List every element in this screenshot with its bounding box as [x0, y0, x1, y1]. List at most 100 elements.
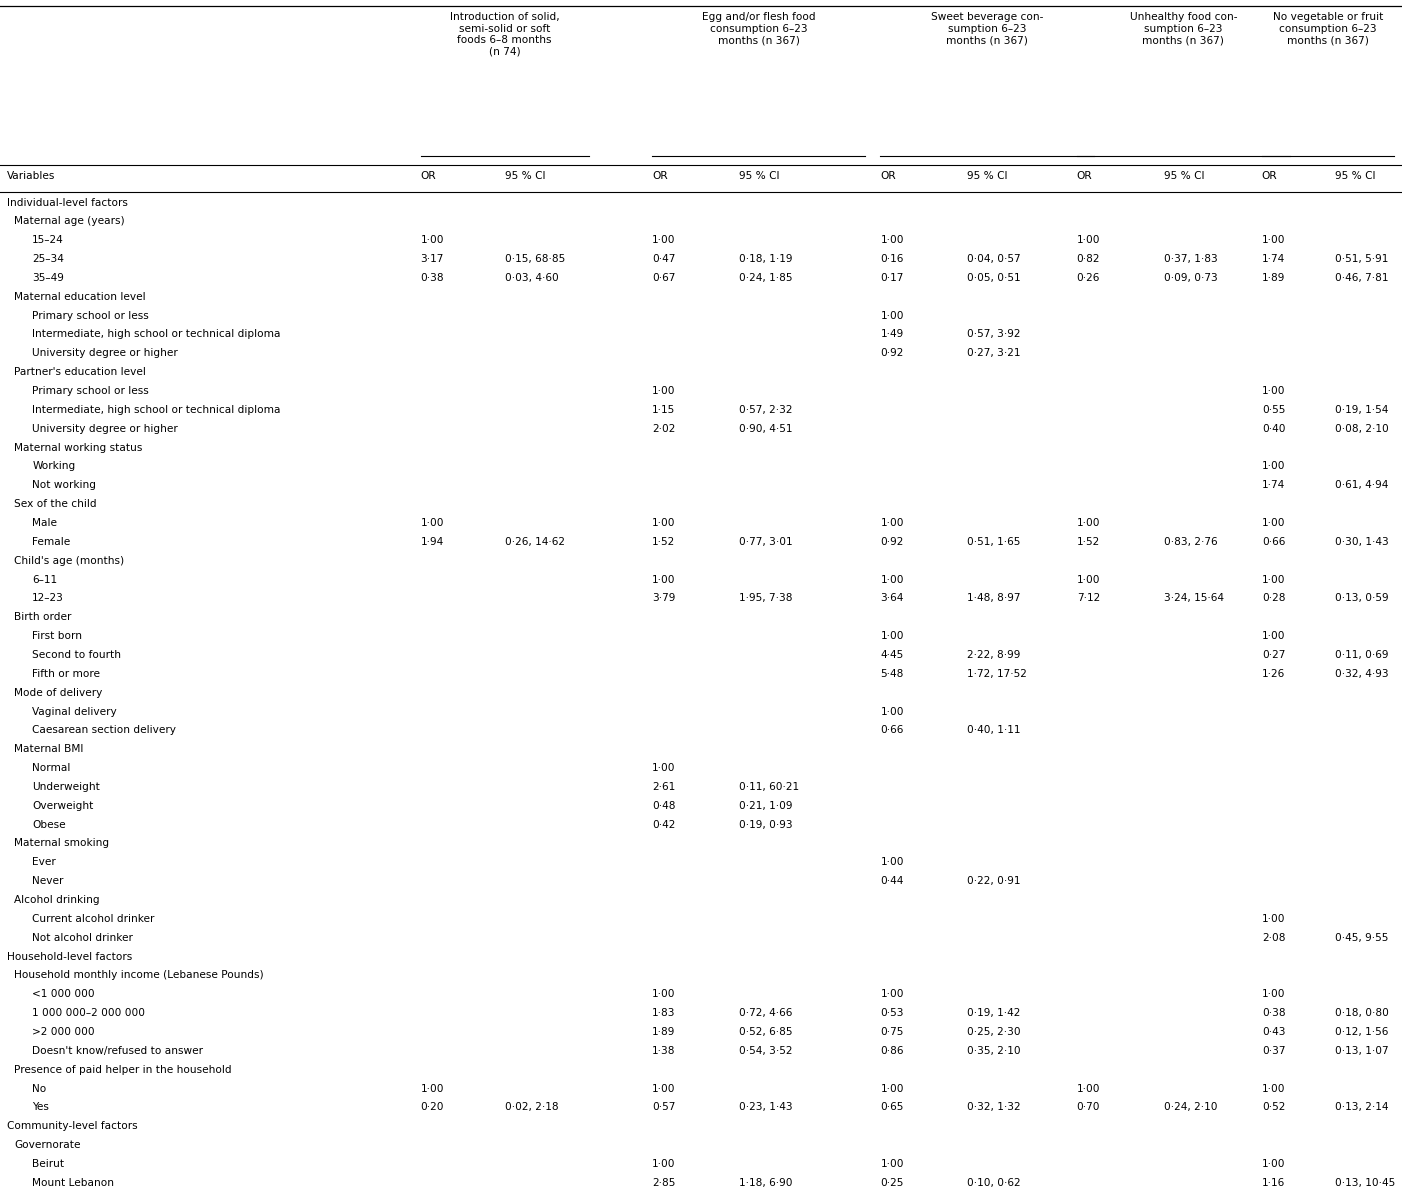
Text: 0·13, 2·14: 0·13, 2·14	[1335, 1102, 1388, 1112]
Text: Doesn't know/refused to answer: Doesn't know/refused to answer	[32, 1046, 203, 1056]
Text: 1·00: 1·00	[880, 1083, 904, 1094]
Text: 0·52: 0·52	[1262, 1102, 1286, 1112]
Text: Never: Never	[32, 876, 63, 886]
Text: 12–23: 12–23	[32, 594, 64, 603]
Text: 5·48: 5·48	[880, 669, 904, 679]
Text: 0·53: 0·53	[880, 1008, 904, 1019]
Text: 0·15, 68·85: 0·15, 68·85	[505, 254, 565, 265]
Text: 1·00: 1·00	[652, 1159, 676, 1169]
Text: 1·95, 7·38: 1·95, 7·38	[739, 594, 792, 603]
Text: 0·75: 0·75	[880, 1027, 904, 1037]
Text: 0·57, 2·32: 0·57, 2·32	[739, 405, 792, 415]
Text: Yes: Yes	[32, 1102, 49, 1112]
Text: 4·45: 4·45	[880, 650, 904, 660]
Text: 1·00: 1·00	[1262, 575, 1286, 584]
Text: 0·51, 1·65: 0·51, 1·65	[967, 537, 1021, 547]
Text: 0·21, 1·09: 0·21, 1·09	[739, 801, 792, 810]
Text: Variables: Variables	[7, 171, 56, 181]
Text: No: No	[32, 1083, 46, 1094]
Text: 1·00: 1·00	[1077, 518, 1101, 528]
Text: 0·32, 1·32: 0·32, 1·32	[967, 1102, 1021, 1112]
Text: 0·13, 0·59: 0·13, 0·59	[1335, 594, 1388, 603]
Text: 1·00: 1·00	[1262, 1159, 1286, 1169]
Text: 0·32, 4·93: 0·32, 4·93	[1335, 669, 1388, 679]
Text: 1·00: 1·00	[880, 631, 904, 642]
Text: 0·90, 4·51: 0·90, 4·51	[739, 424, 792, 433]
Text: 6–11: 6–11	[32, 575, 57, 584]
Text: 0·66: 0·66	[880, 725, 904, 735]
Text: 1·00: 1·00	[880, 518, 904, 528]
Text: Alcohol drinking: Alcohol drinking	[14, 895, 100, 905]
Text: 0·11, 0·69: 0·11, 0·69	[1335, 650, 1388, 660]
Text: 1·00: 1·00	[1262, 1083, 1286, 1094]
Text: 0·28: 0·28	[1262, 594, 1286, 603]
Text: OR: OR	[1262, 171, 1277, 181]
Text: 0·35, 2·10: 0·35, 2·10	[967, 1046, 1021, 1056]
Text: Male: Male	[32, 518, 57, 528]
Text: 0·40, 1·11: 0·40, 1·11	[967, 725, 1021, 735]
Text: 0·54, 3·52: 0·54, 3·52	[739, 1046, 792, 1056]
Text: Maternal age (years): Maternal age (years)	[14, 217, 125, 226]
Text: 1·26: 1·26	[1262, 669, 1286, 679]
Text: 1·16: 1·16	[1262, 1178, 1286, 1187]
Text: 0·37, 1·83: 0·37, 1·83	[1164, 254, 1217, 265]
Text: 1·00: 1·00	[652, 1083, 676, 1094]
Text: 1·94: 1·94	[421, 537, 444, 547]
Text: 35–49: 35–49	[32, 273, 64, 282]
Text: Child's age (months): Child's age (months)	[14, 555, 125, 566]
Text: 0·38: 0·38	[1262, 1008, 1286, 1019]
Text: 95 % CI: 95 % CI	[1335, 171, 1375, 181]
Text: Unhealthy food con-
sumption 6–23
months (n 367): Unhealthy food con- sumption 6–23 months…	[1130, 12, 1237, 45]
Text: No vegetable or fruit
consumption 6–23
months (n 367): No vegetable or fruit consumption 6–23 m…	[1273, 12, 1382, 45]
Text: 0·52, 6·85: 0·52, 6·85	[739, 1027, 792, 1037]
Text: 1·00: 1·00	[1077, 1083, 1101, 1094]
Text: 1·00: 1·00	[421, 518, 444, 528]
Text: 3·64: 3·64	[880, 594, 904, 603]
Text: Mount Lebanon: Mount Lebanon	[32, 1178, 114, 1187]
Text: 1·89: 1·89	[652, 1027, 676, 1037]
Text: 2·85: 2·85	[652, 1178, 676, 1187]
Text: 1·74: 1·74	[1262, 480, 1286, 491]
Text: OR: OR	[421, 171, 436, 181]
Text: Current alcohol drinker: Current alcohol drinker	[32, 915, 154, 924]
Text: Caesarean section delivery: Caesarean section delivery	[32, 725, 177, 735]
Text: 0·09, 0·73: 0·09, 0·73	[1164, 273, 1217, 282]
Text: 1·00: 1·00	[1262, 631, 1286, 642]
Text: Primary school or less: Primary school or less	[32, 387, 149, 396]
Text: 0·08, 2·10: 0·08, 2·10	[1335, 424, 1388, 433]
Text: 0·57, 3·92: 0·57, 3·92	[967, 329, 1021, 340]
Text: University degree or higher: University degree or higher	[32, 348, 178, 358]
Text: >2 000 000: >2 000 000	[32, 1027, 95, 1037]
Text: Second to fourth: Second to fourth	[32, 650, 121, 660]
Text: 0·11, 60·21: 0·11, 60·21	[739, 782, 799, 792]
Text: 0·57: 0·57	[652, 1102, 676, 1112]
Text: Governorate: Governorate	[14, 1141, 80, 1150]
Text: Maternal working status: Maternal working status	[14, 443, 143, 452]
Text: Sweet beverage con-
sumption 6–23
months (n 367): Sweet beverage con- sumption 6–23 months…	[931, 12, 1043, 45]
Text: 0·92: 0·92	[880, 537, 904, 547]
Text: 1·00: 1·00	[880, 311, 904, 321]
Text: 1·00: 1·00	[652, 575, 676, 584]
Text: 0·18, 0·80: 0·18, 0·80	[1335, 1008, 1388, 1019]
Text: Partner's education level: Partner's education level	[14, 367, 146, 377]
Text: 0·86: 0·86	[880, 1046, 904, 1056]
Text: 15–24: 15–24	[32, 236, 64, 245]
Text: 1·00: 1·00	[1077, 236, 1101, 245]
Text: 95 % CI: 95 % CI	[505, 171, 545, 181]
Text: University degree or higher: University degree or higher	[32, 424, 178, 433]
Text: 1·00: 1·00	[1262, 236, 1286, 245]
Text: 0·37: 0·37	[1262, 1046, 1286, 1056]
Text: 1·00: 1·00	[652, 236, 676, 245]
Text: 2·22, 8·99: 2·22, 8·99	[967, 650, 1021, 660]
Text: 0·18, 1·19: 0·18, 1·19	[739, 254, 792, 265]
Text: Presence of paid helper in the household: Presence of paid helper in the household	[14, 1065, 231, 1075]
Text: 0·42: 0·42	[652, 820, 676, 830]
Text: Female: Female	[32, 537, 70, 547]
Text: Underweight: Underweight	[32, 782, 100, 792]
Text: 0·13, 10·45: 0·13, 10·45	[1335, 1178, 1395, 1187]
Text: Not alcohol drinker: Not alcohol drinker	[32, 932, 133, 943]
Text: 0·46, 7·81: 0·46, 7·81	[1335, 273, 1388, 282]
Text: 0·19, 1·42: 0·19, 1·42	[967, 1008, 1021, 1019]
Text: Not working: Not working	[32, 480, 97, 491]
Text: 0·72, 4·66: 0·72, 4·66	[739, 1008, 792, 1019]
